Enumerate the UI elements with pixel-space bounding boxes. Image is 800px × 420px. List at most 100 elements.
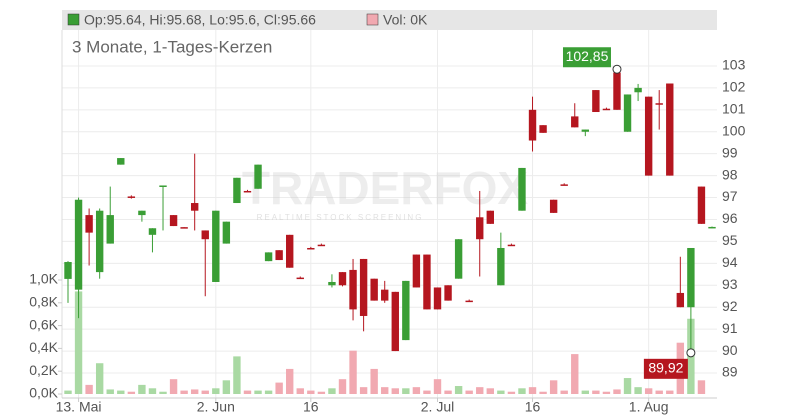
candle-body bbox=[528, 109, 537, 141]
candle-body bbox=[708, 226, 716, 229]
volume-bar bbox=[518, 388, 526, 394]
y-tick-label: 89 bbox=[722, 364, 738, 380]
volume-bar bbox=[286, 368, 294, 394]
volume-bar bbox=[644, 388, 653, 394]
volume-bar bbox=[465, 390, 473, 394]
candle-body bbox=[169, 215, 178, 227]
candle-body bbox=[666, 83, 674, 176]
candle-body bbox=[391, 291, 399, 352]
max-label: 102,85 bbox=[566, 48, 609, 64]
volume-bar bbox=[307, 390, 315, 394]
y-tick-label: 97 bbox=[722, 188, 738, 204]
x-tick-label: 1. Aug bbox=[629, 399, 669, 415]
y-tick-label: 96 bbox=[722, 210, 738, 226]
volume-bar bbox=[423, 390, 431, 394]
candle-body bbox=[296, 277, 304, 280]
min-label-box bbox=[643, 358, 688, 379]
legend-swatch-volume bbox=[366, 13, 379, 26]
volume-bar bbox=[655, 390, 663, 394]
max-label-box bbox=[562, 47, 611, 68]
subtitle: 3 Monate, 1-Tages-Kerzen bbox=[72, 37, 272, 56]
volume-bar bbox=[64, 390, 72, 394]
volume-bar bbox=[528, 387, 537, 394]
candle-body bbox=[233, 177, 241, 204]
candle-body bbox=[212, 210, 220, 282]
y-tick-label: 95 bbox=[722, 232, 738, 248]
volume-bar bbox=[328, 388, 336, 394]
candle-body bbox=[148, 228, 157, 235]
candle-body bbox=[571, 116, 579, 128]
min-label: 89,92 bbox=[648, 360, 683, 376]
volume-bar bbox=[212, 388, 220, 394]
volume-bar bbox=[666, 390, 674, 394]
legend-volume: Vol: 0K bbox=[383, 12, 428, 28]
volume-bar bbox=[317, 391, 326, 394]
volume-tick-label: 0,8K bbox=[29, 294, 58, 310]
x-tick-label: 13. Mai bbox=[56, 399, 102, 415]
volume-bar bbox=[159, 391, 167, 394]
candle-body bbox=[74, 199, 83, 290]
candle-body bbox=[402, 280, 410, 341]
x-tick-label: 2. Jul bbox=[421, 399, 454, 415]
volume-tick-label: 0,6K bbox=[29, 316, 58, 332]
candle-body bbox=[106, 215, 114, 244]
candle-body bbox=[497, 247, 505, 286]
candle-body bbox=[381, 289, 389, 301]
volume-bar bbox=[476, 387, 484, 394]
candle-body bbox=[317, 244, 326, 247]
y-tick-label: 93 bbox=[722, 276, 738, 292]
candle-body bbox=[623, 94, 632, 132]
candle-body bbox=[507, 244, 516, 247]
candle-body bbox=[254, 164, 262, 189]
candle-body bbox=[697, 186, 706, 224]
candle-body bbox=[592, 90, 600, 113]
volume-bar bbox=[127, 391, 136, 394]
volume-bar bbox=[391, 388, 399, 394]
volume-bar bbox=[623, 378, 632, 394]
candle-body bbox=[549, 199, 558, 213]
volume-bar bbox=[539, 391, 547, 394]
y-tick-label: 94 bbox=[722, 254, 738, 270]
candle-body bbox=[602, 108, 611, 111]
volume-bar bbox=[169, 379, 178, 394]
max-marker bbox=[612, 64, 622, 74]
candle-body bbox=[433, 287, 442, 310]
volume-bar bbox=[697, 380, 706, 394]
x-tick-label: 16 bbox=[525, 399, 541, 415]
volume-bar bbox=[338, 379, 347, 394]
candle-body bbox=[338, 272, 347, 286]
candle-body bbox=[560, 184, 568, 186]
volume-bar bbox=[444, 390, 452, 394]
watermark: TRADERFOX bbox=[242, 162, 529, 214]
candle-body bbox=[518, 167, 526, 211]
volume-bar bbox=[571, 354, 579, 394]
y-tick-label: 102 bbox=[722, 79, 746, 95]
volume-bar bbox=[602, 391, 611, 394]
volume-bar bbox=[349, 350, 357, 394]
candle-body bbox=[465, 300, 473, 303]
volume-bar bbox=[296, 388, 304, 394]
volume-bar bbox=[486, 388, 494, 394]
candle-body bbox=[201, 230, 209, 240]
volume-bar bbox=[233, 356, 241, 394]
y-tick-label: 90 bbox=[722, 342, 738, 358]
watermark-sub: REALTIME STOCK SCREENING bbox=[257, 213, 424, 222]
volume-bar bbox=[180, 390, 188, 394]
volume-bar bbox=[370, 368, 378, 394]
candle-body bbox=[307, 247, 315, 250]
candle-body bbox=[95, 210, 104, 273]
y-tick-label: 100 bbox=[722, 122, 746, 138]
candle-body bbox=[454, 239, 463, 279]
volume-bar bbox=[190, 389, 199, 394]
candle-body bbox=[286, 234, 294, 268]
volume-bar bbox=[592, 390, 600, 394]
candle-body bbox=[412, 254, 421, 288]
volume-bar bbox=[275, 382, 283, 394]
legend-swatch-price bbox=[67, 13, 80, 26]
volume-bar bbox=[138, 384, 146, 394]
volume-tick-label: 0,4K bbox=[29, 339, 58, 355]
y-tick-label: 101 bbox=[722, 101, 746, 117]
volume-bar bbox=[201, 390, 209, 394]
x-tick-label: 2. Jun bbox=[197, 399, 235, 415]
candle-body bbox=[613, 72, 621, 110]
